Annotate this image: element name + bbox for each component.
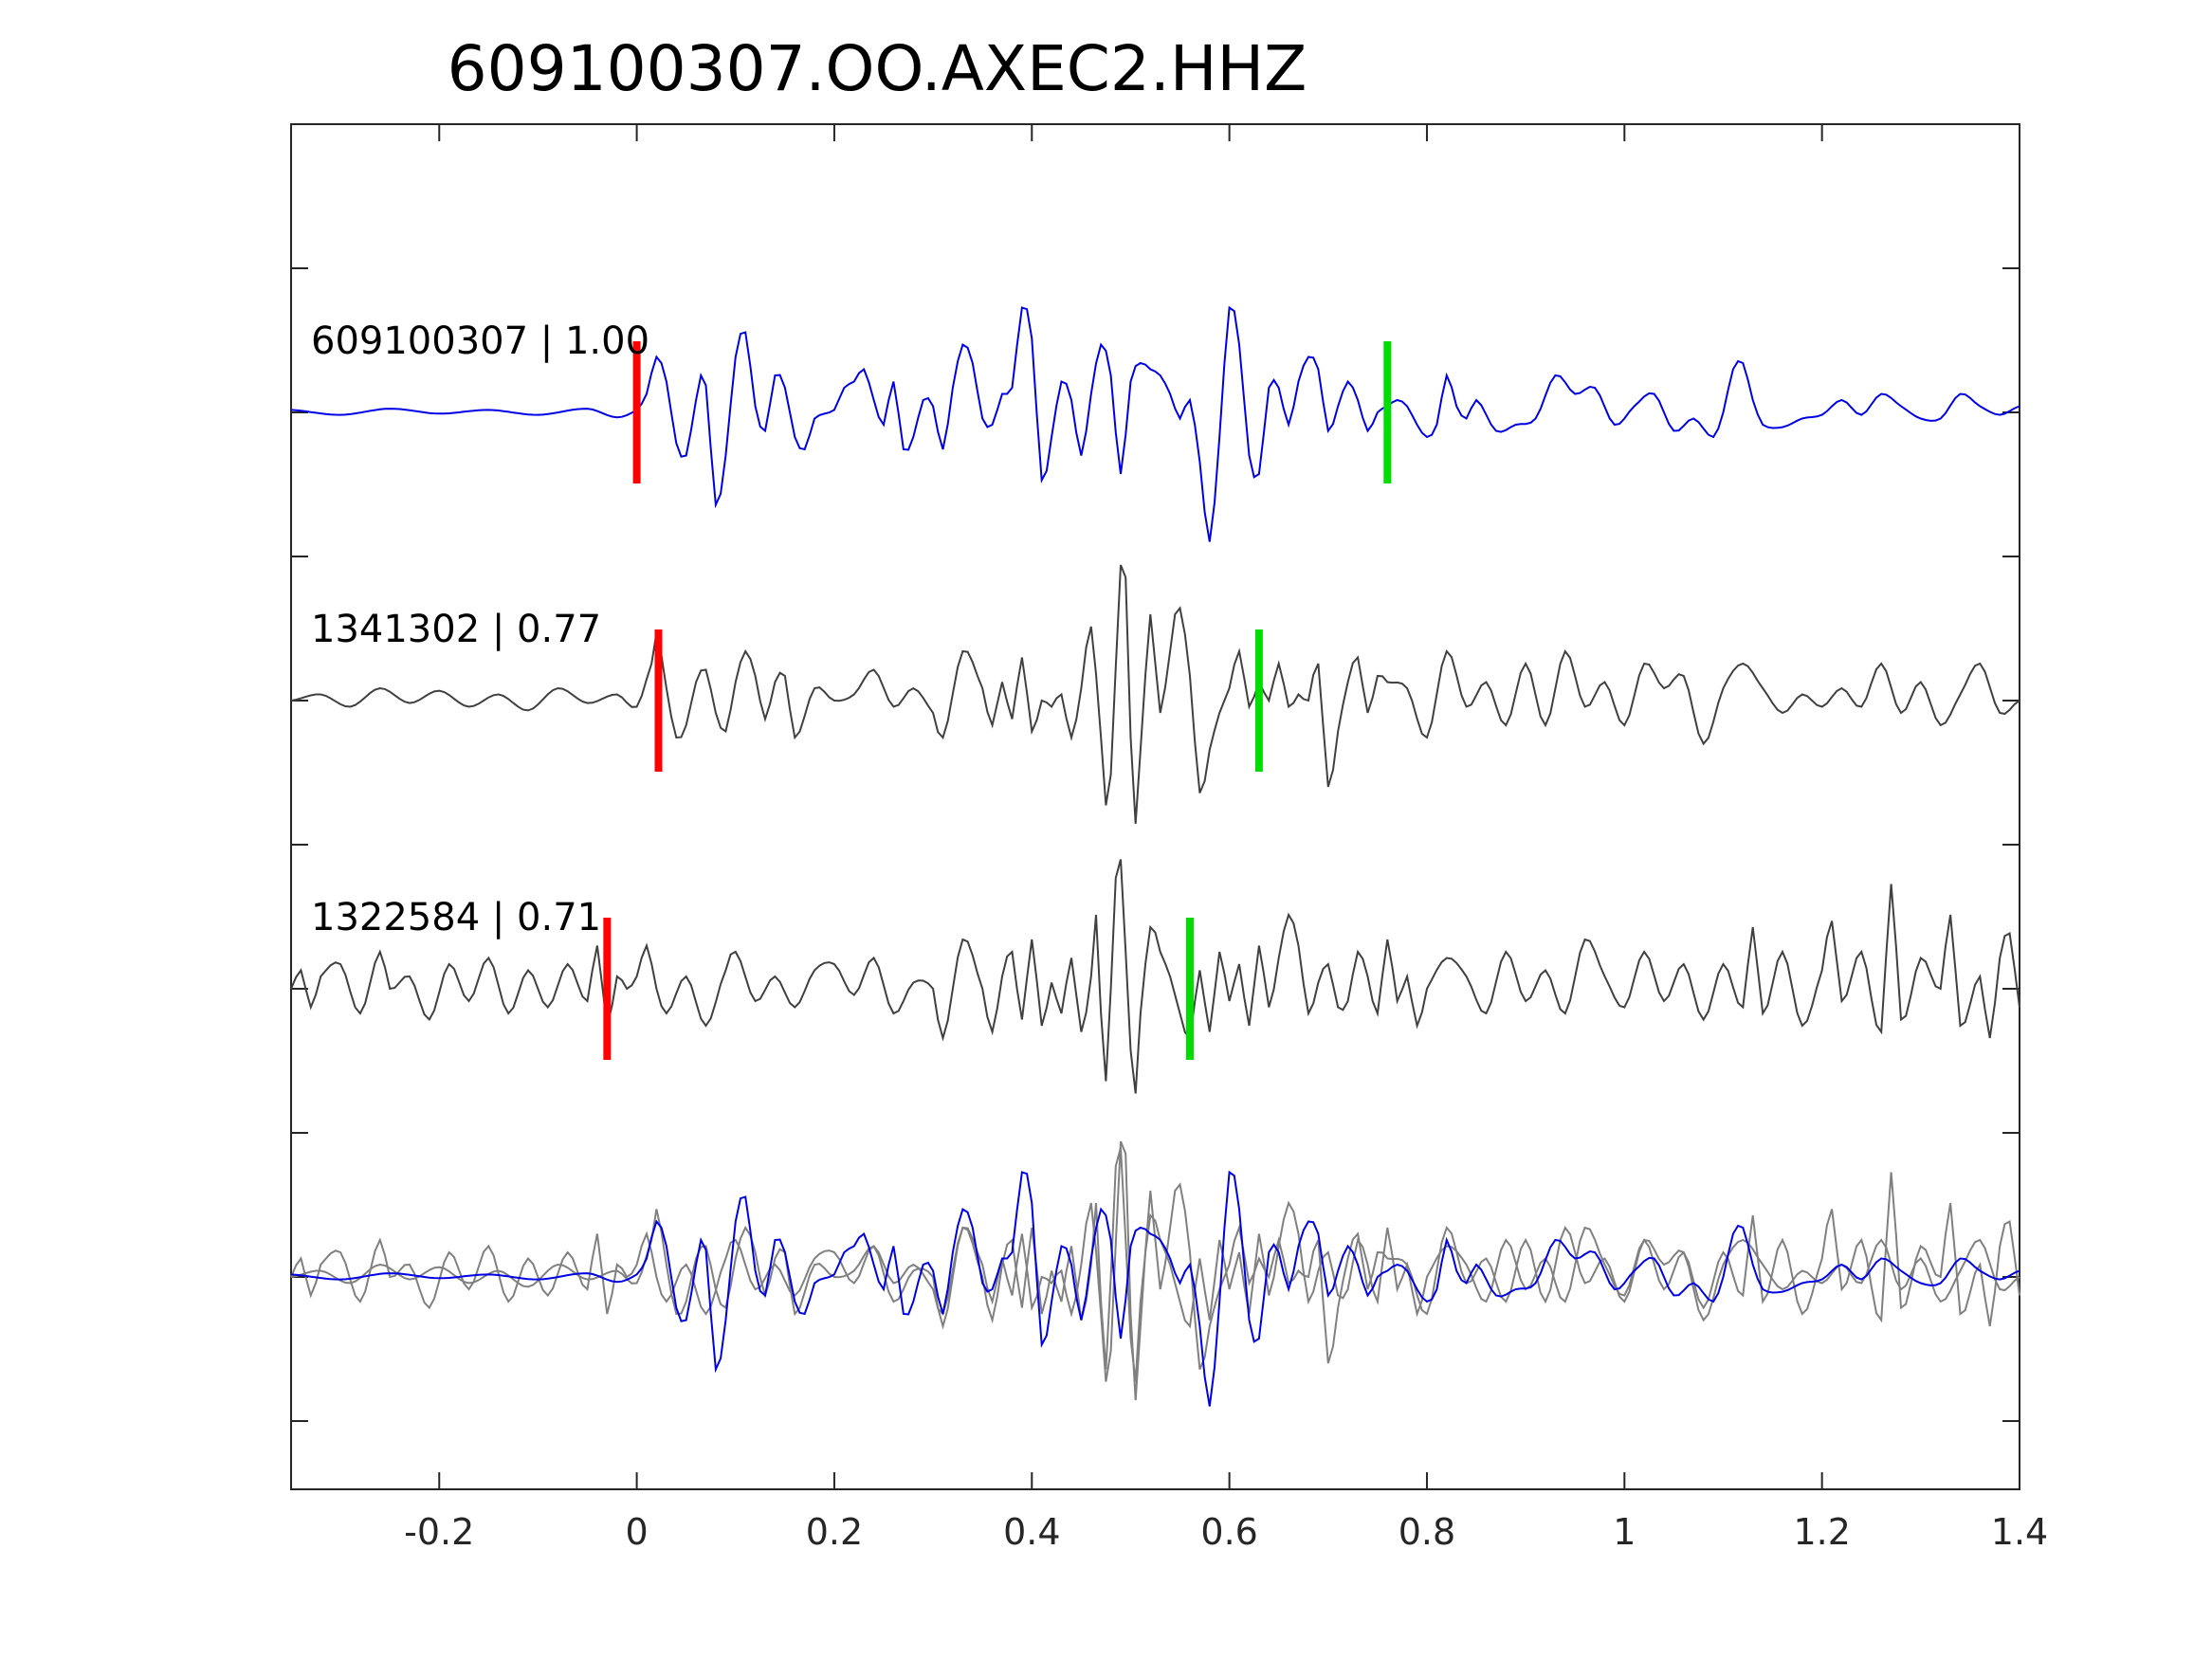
phase-picks <box>603 341 1392 1060</box>
x-tick-label: 1.4 <box>1991 1511 2048 1553</box>
plot-frame <box>290 123 2020 1490</box>
x-tick-label: 1 <box>1613 1511 1636 1553</box>
trace-label-2: 1322584 | 0.71 <box>311 896 601 939</box>
x-tick-label: 0.4 <box>1003 1511 1060 1553</box>
traces <box>290 305 2020 1094</box>
x-tick-label: 0.2 <box>806 1511 863 1553</box>
overlay-trace-2 <box>290 1147 2020 1382</box>
overlay-stack <box>290 1140 2020 1407</box>
x-axis: -0.2 0 0.2 0.4 0.6 0.8 1 1.2 1.4 <box>404 124 2048 1553</box>
trace-labels: 609100307 | 1.00 1341302 | 0.77 1322584 | … <box>311 319 649 939</box>
trace-0 <box>290 305 2020 542</box>
x-tick-label: 0.8 <box>1398 1511 1455 1553</box>
chart-title: 609100307.OO.AXEC2.HHZ <box>448 32 1307 105</box>
trace-label-0: 609100307 | 1.00 <box>311 319 649 363</box>
x-tick-label: 1.2 <box>1793 1511 1850 1553</box>
overlay-trace-master <box>290 1170 2020 1407</box>
x-tick-label: 0 <box>626 1511 649 1553</box>
trace-1 <box>290 564 2020 825</box>
x-tick-label: -0.2 <box>404 1511 474 1553</box>
trace-label-1: 1341302 | 0.77 <box>311 608 601 651</box>
x-tick-label: 0.6 <box>1200 1511 1257 1553</box>
trace-2 <box>290 859 2020 1094</box>
